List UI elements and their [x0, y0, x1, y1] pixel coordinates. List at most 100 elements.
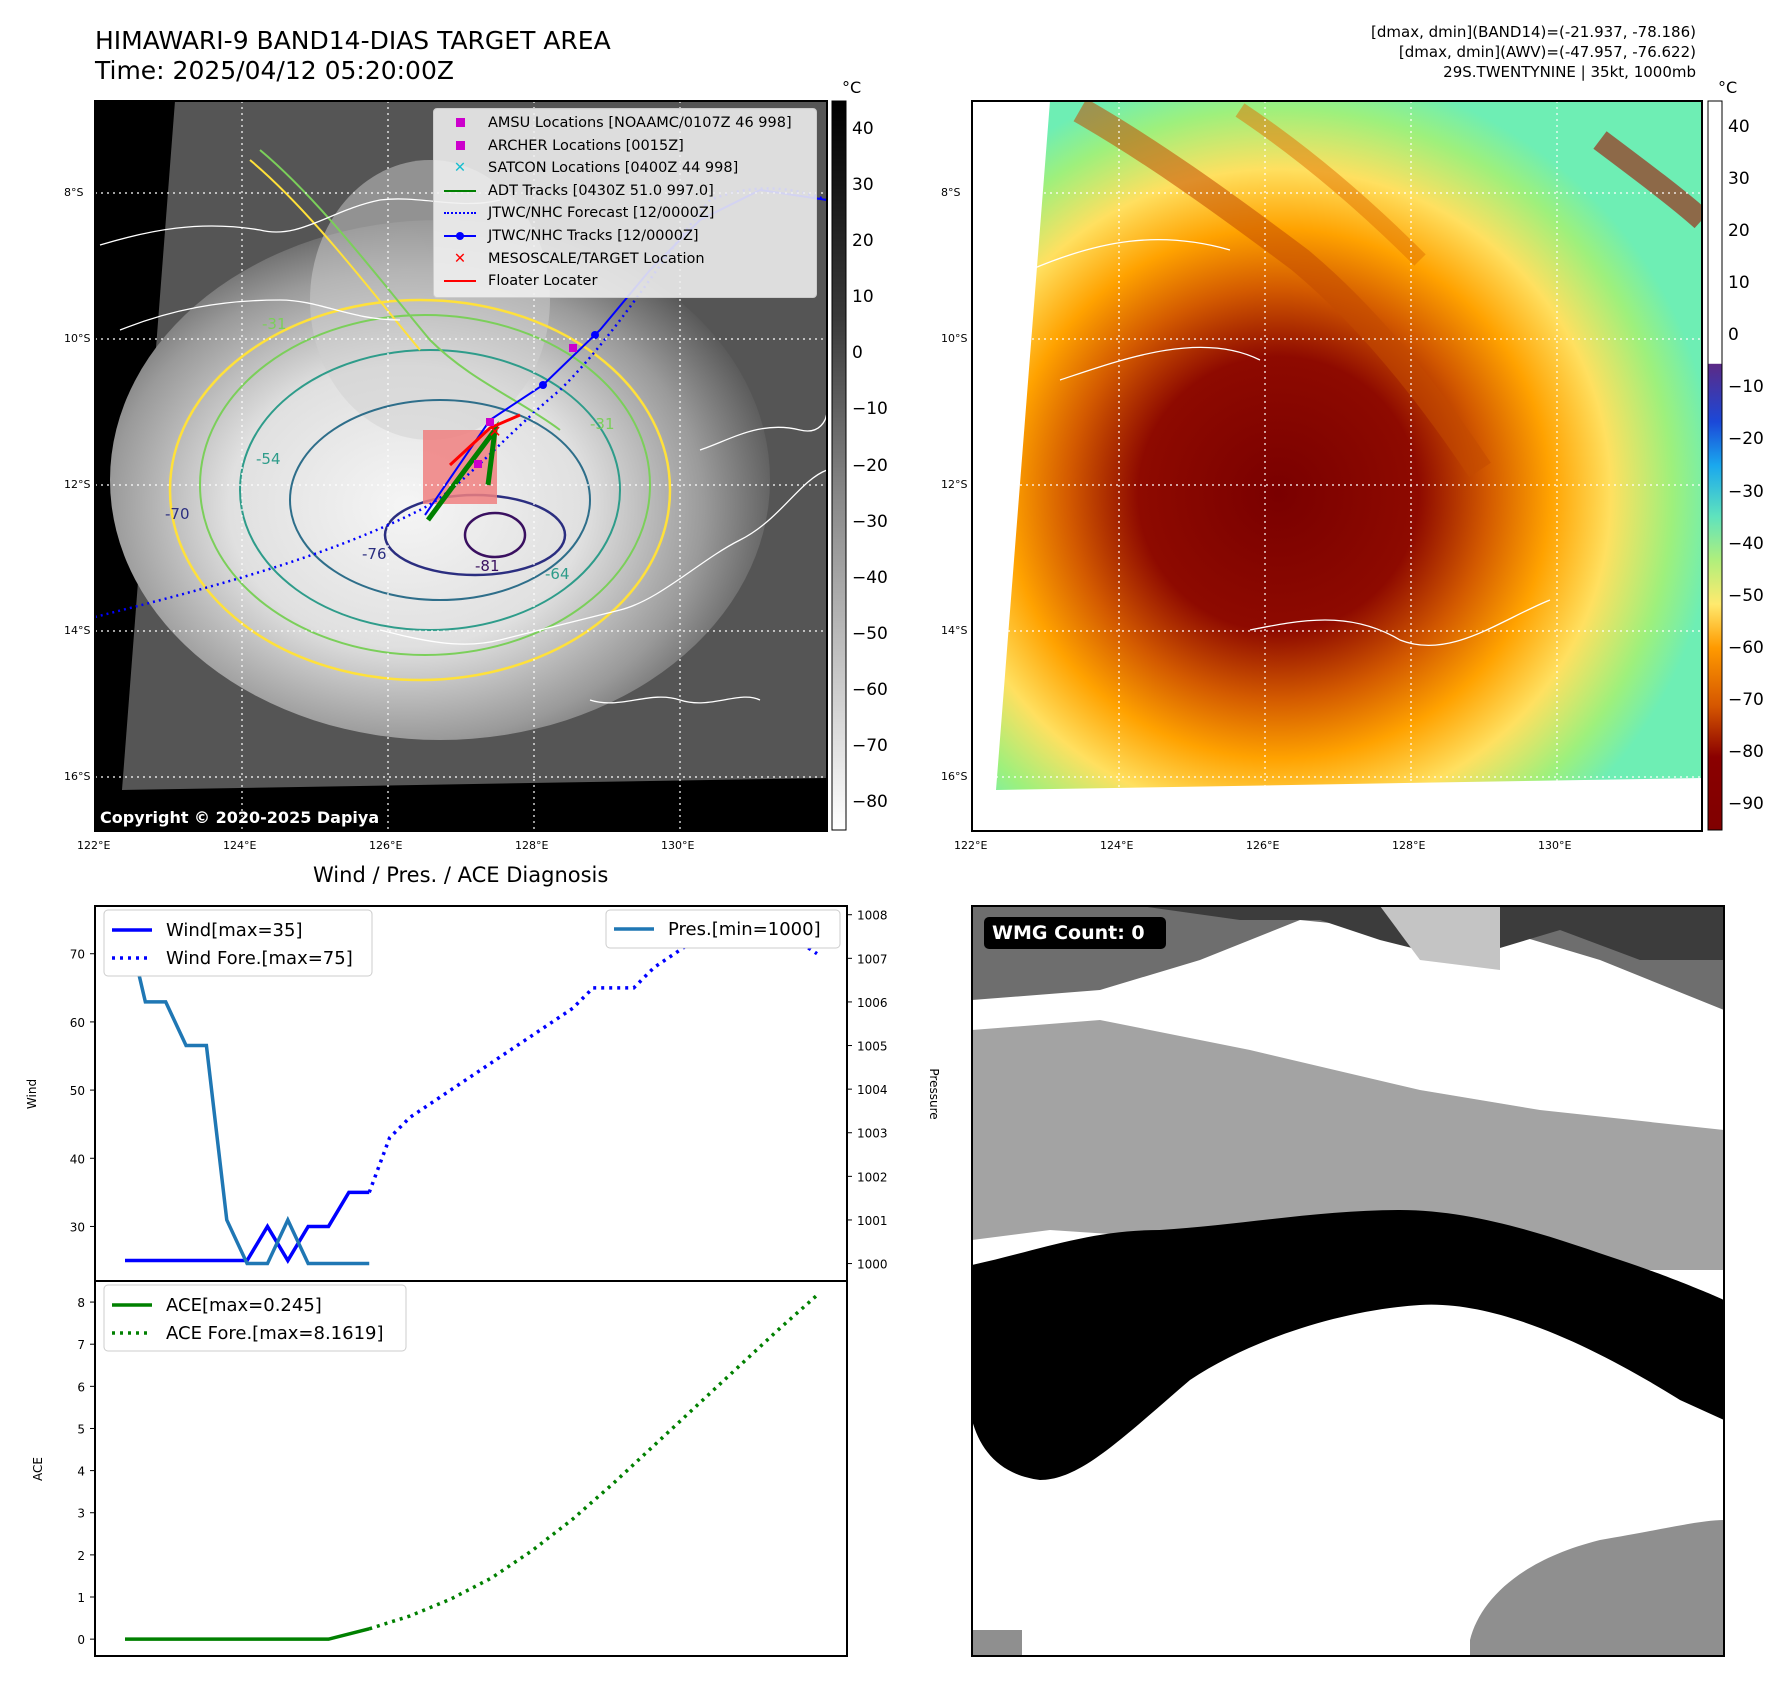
legend-label: AMSU Locations [NOAAMC/0107Z 46 998]	[488, 115, 792, 131]
pressure-ytick-label: 1000	[857, 1258, 888, 1272]
pressure-ylabel: Pressure	[927, 1068, 941, 1119]
contour-label: -81	[475, 557, 500, 575]
colorbar-left-tick: −40	[852, 567, 888, 588]
wmg-count-label: WMG Count: 0	[992, 922, 1145, 944]
ace-ytick-label: 2	[77, 1549, 85, 1563]
legend-label: JTWC/NHC Forecast [12/0000Z]	[488, 205, 715, 222]
ace-ylabel: ACE	[31, 1457, 45, 1481]
lat-label-12s: 12°S	[64, 478, 91, 491]
legend-swatch	[442, 115, 478, 131]
map-legend-item: ADT Tracks [0430Z 51.0 997.0]	[442, 181, 714, 201]
pressure-ytick-label: 1007	[857, 952, 888, 966]
map-legend-item: ARCHER Locations [0015Z]	[442, 136, 684, 156]
lat-label-10s-right: 10°S	[941, 332, 968, 345]
figure-time: Time: 2025/04/12 05:20:00Z	[95, 56, 454, 85]
legend-label: MESOSCALE/TARGET Location	[488, 250, 705, 267]
legend-label: Wind Fore.[max=75]	[166, 948, 353, 969]
legend-swatch	[442, 183, 478, 199]
ace-ytick-label: 1	[77, 1591, 85, 1605]
lat-label-8s: 8°S	[64, 186, 84, 199]
wmg-panel	[971, 905, 1725, 1657]
colorbar-right-tick: 40	[1728, 117, 1750, 138]
wind-ylabel: Wind	[25, 1079, 39, 1109]
lon-label-124e: 124°E	[223, 839, 257, 852]
lon-label-128e: 128°E	[515, 839, 549, 852]
contour-label: -31	[262, 315, 287, 333]
legend-swatch	[442, 205, 478, 221]
lat-label-14s: 14°S	[64, 624, 91, 637]
series-line	[367, 917, 818, 1193]
lat-label-12s-right: 12°S	[941, 478, 968, 491]
lat-label-16s-right: 16°S	[941, 770, 968, 783]
colorbar-right-tick: −20	[1728, 429, 1764, 450]
lat-label-8s-right: 8°S	[941, 186, 961, 199]
legend-label: Pres.[min=1000]	[668, 919, 821, 940]
legend-swatch	[442, 228, 478, 244]
colorbar-left-unit: °C	[842, 78, 862, 97]
pressure-ytick-label: 1003	[857, 1127, 888, 1141]
colorbar-left-tick: −20	[852, 455, 888, 476]
ace-chart: 0 1 2 3 4 5 6 7 8 ACE ACE[max=0.245] ACE Fore.[max=…	[31, 1284, 819, 1647]
legend-label: ACE[max=0.245]	[166, 1295, 322, 1316]
map-legend-item: JTWC/NHC Tracks [12/0000Z]	[442, 226, 699, 246]
legend-label: ADT Tracks [0430Z 51.0 997.0]	[488, 182, 714, 199]
contour-label: -70	[165, 505, 190, 523]
ace-ytick-label: 5	[77, 1422, 85, 1436]
lon-label-130e: 130°E	[661, 839, 695, 852]
wind-pressure-chart: 30 40 50 60 70 1000 1001 1002 1003 1004 1005 1006 10…	[25, 909, 941, 1272]
map-legend-item: ✕ MESOSCALE/TARGET Location	[442, 249, 705, 269]
lon-label-126e: 126°E	[369, 839, 403, 852]
info-line-3: 29S.TWENTYNINE | 35kt, 1000mb	[1443, 63, 1696, 81]
series-line	[123, 914, 370, 1266]
pressure-ytick-label: 1002	[857, 1170, 888, 1184]
colorbar-right-tick: 10	[1728, 273, 1750, 294]
lat-label-10s: 10°S	[64, 332, 91, 345]
lat-label-16s: 16°S	[64, 770, 91, 783]
colorbar-right-tick: −70	[1728, 689, 1764, 710]
legend-label: ARCHER Locations [0015Z]	[488, 137, 684, 154]
wind-ytick-label: 70	[70, 948, 85, 962]
copyright-text: Copyright © 2020-2025 Dapiya	[100, 808, 380, 827]
contour-label: -76	[362, 545, 387, 563]
legend-label: Floater Locater	[488, 273, 598, 290]
legend-label: ACE Fore.[max=8.1619]	[166, 1323, 384, 1344]
colorbar-right-tick: −10	[1728, 377, 1764, 398]
colorbar-left-tick: 20	[852, 231, 874, 252]
wind-ytick-label: 60	[70, 1016, 85, 1030]
legend-label: Wind[max=35]	[166, 920, 303, 941]
wind-ytick-label: 50	[70, 1084, 85, 1098]
legend-label: JTWC/NHC Tracks [12/0000Z]	[488, 228, 699, 244]
info-line-1: [dmax, dmin](BAND14)=(-21.937, -78.186)	[1371, 23, 1696, 41]
map-legend-item: AMSU Locations [NOAAMC/0107Z 46 998]	[442, 113, 792, 133]
legend-swatch	[442, 138, 478, 154]
series-line	[125, 1627, 370, 1641]
colorbar-right-tick: −60	[1728, 637, 1764, 658]
wind-ytick-label: 30	[70, 1220, 85, 1234]
figure-title: HIMAWARI-9 BAND14-DIAS TARGET AREA	[95, 26, 611, 55]
legend-swatch: ✕	[453, 250, 467, 267]
lat-label-14s-right: 14°S	[941, 624, 968, 637]
map-legend-item: Floater Locater	[442, 271, 597, 291]
colorbar-left-tick: −30	[852, 511, 888, 532]
ace-ytick-label: 3	[77, 1507, 85, 1521]
pressure-ytick-label: 1005	[857, 1040, 888, 1054]
lon-label-126e-right: 126°E	[1246, 839, 1280, 852]
colorbar-left-tick: −80	[852, 791, 888, 812]
lon-label-122e: 122°E	[77, 839, 111, 852]
ace-ytick-label: 0	[77, 1633, 85, 1647]
info-line-2: [dmax, dmin](AWV)=(-47.957, -76.622)	[1398, 43, 1696, 61]
pressure-ytick-label: 1006	[857, 996, 888, 1010]
colorbar-left-tick: −70	[852, 735, 888, 756]
lon-label-124e-right: 124°E	[1100, 839, 1134, 852]
contour-label: -64	[545, 565, 570, 583]
wind-ytick-label: 40	[70, 1152, 85, 1166]
colorbar-left-tick: 30	[852, 175, 874, 196]
map-legend: AMSU Locations [NOAAMC/0107Z 46 998] ARCH…	[433, 108, 817, 298]
map-legend-item: JTWC/NHC Forecast [12/0000Z]	[442, 203, 714, 223]
pressure-legend: Pres.[min=1000]	[605, 909, 841, 949]
colorbar-left-tick: −50	[852, 623, 888, 644]
series-line	[368, 1293, 819, 1631]
wind-legend: Wind[max=35] Wind Fore.[max=75]	[103, 909, 373, 977]
colorbar-right-tick: −80	[1728, 741, 1764, 762]
